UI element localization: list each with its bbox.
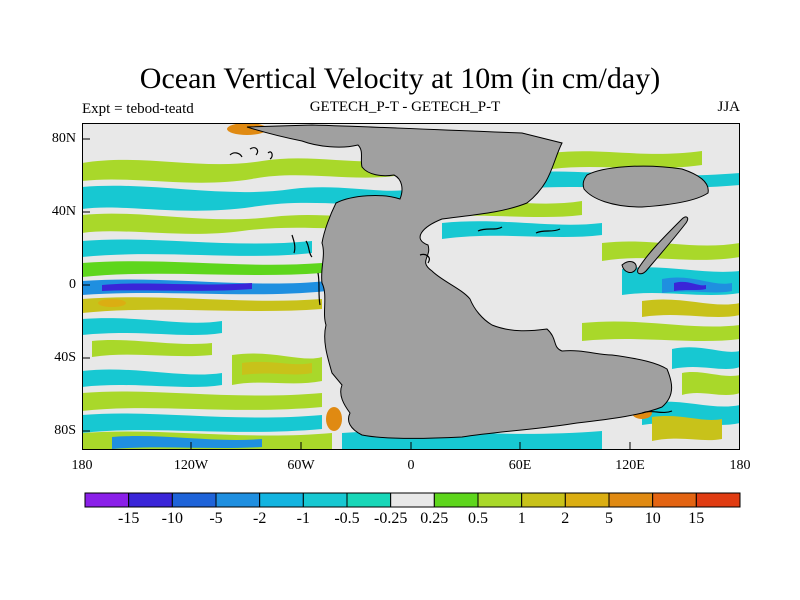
coastlines xyxy=(229,147,673,414)
colorbar-swatch xyxy=(477,492,523,508)
colorbar-label: -0.25 xyxy=(374,510,408,527)
colorbar-swatch xyxy=(652,492,697,508)
ocean-field xyxy=(82,123,740,450)
colorbar-label: -2 xyxy=(253,510,267,527)
season-label: JJA xyxy=(717,99,740,115)
lon-tick-60w: 60W xyxy=(287,458,315,473)
colorbar-label: 5 xyxy=(605,510,613,527)
colorbar xyxy=(84,492,741,508)
experiment-label: Expt = tebod-teatd xyxy=(82,101,194,117)
axis-ticks xyxy=(82,138,631,450)
map-title: Ocean Vertical Velocity at 10m (in cm/da… xyxy=(139,62,661,95)
colorbar-swatch xyxy=(215,492,261,508)
colorbar-label: 0.25 xyxy=(420,510,449,527)
lat-tick-80n: 80N xyxy=(51,131,76,146)
colorbar-label: 2 xyxy=(561,510,570,527)
land-masses xyxy=(246,124,709,439)
small-island xyxy=(621,261,637,273)
lon-tick-120e: 120E xyxy=(615,458,645,473)
velocity-map xyxy=(82,123,740,450)
lon-tick-0: 0 xyxy=(407,458,415,473)
colorbar-label: 10 xyxy=(644,510,661,527)
colorbar-label: -5 xyxy=(209,510,223,527)
colorbar-label: 15 xyxy=(688,510,705,527)
colorbar-label: 0.5 xyxy=(468,510,488,527)
lat-tick-40s: 40S xyxy=(54,350,76,365)
colorbar-swatch xyxy=(171,492,217,508)
colorbar-label: 1 xyxy=(517,510,526,527)
colorbar-swatch xyxy=(128,492,173,508)
field-bands xyxy=(82,123,740,450)
lon-tick-60e: 60E xyxy=(508,458,532,473)
colorbar-swatch xyxy=(433,492,479,508)
lon-tick-180e: 180 xyxy=(729,458,751,473)
eastern-island xyxy=(637,216,689,275)
lat-tick-0: 0 xyxy=(69,277,76,292)
pangea-continent xyxy=(246,124,673,439)
colorbar-label: -10 xyxy=(161,510,183,527)
lat-tick-40n: 40N xyxy=(51,204,76,219)
colorbar-swatch xyxy=(84,492,130,508)
model-label: GETECH_P-T - GETECH_P-T xyxy=(309,99,501,115)
lon-tick-180w: 180 xyxy=(71,458,93,473)
colorbar-swatch xyxy=(695,492,741,508)
colorbar-label: -1 xyxy=(296,510,310,527)
colorbar-swatch xyxy=(390,492,435,508)
lon-tick-120w: 120W xyxy=(173,458,209,473)
colorbar-swatch xyxy=(346,492,392,508)
colorbar-label: -15 xyxy=(118,510,140,527)
colorbar-swatch xyxy=(302,492,348,508)
colorbar-swatch xyxy=(564,492,610,508)
northeast-landmass xyxy=(582,165,709,208)
colorbar-swatch xyxy=(608,492,654,508)
lat-tick-80s: 80S xyxy=(54,423,76,438)
colorbar-swatch xyxy=(259,492,304,508)
colorbar-label: -0.5 xyxy=(334,510,360,527)
colorbar-swatch xyxy=(521,492,566,508)
